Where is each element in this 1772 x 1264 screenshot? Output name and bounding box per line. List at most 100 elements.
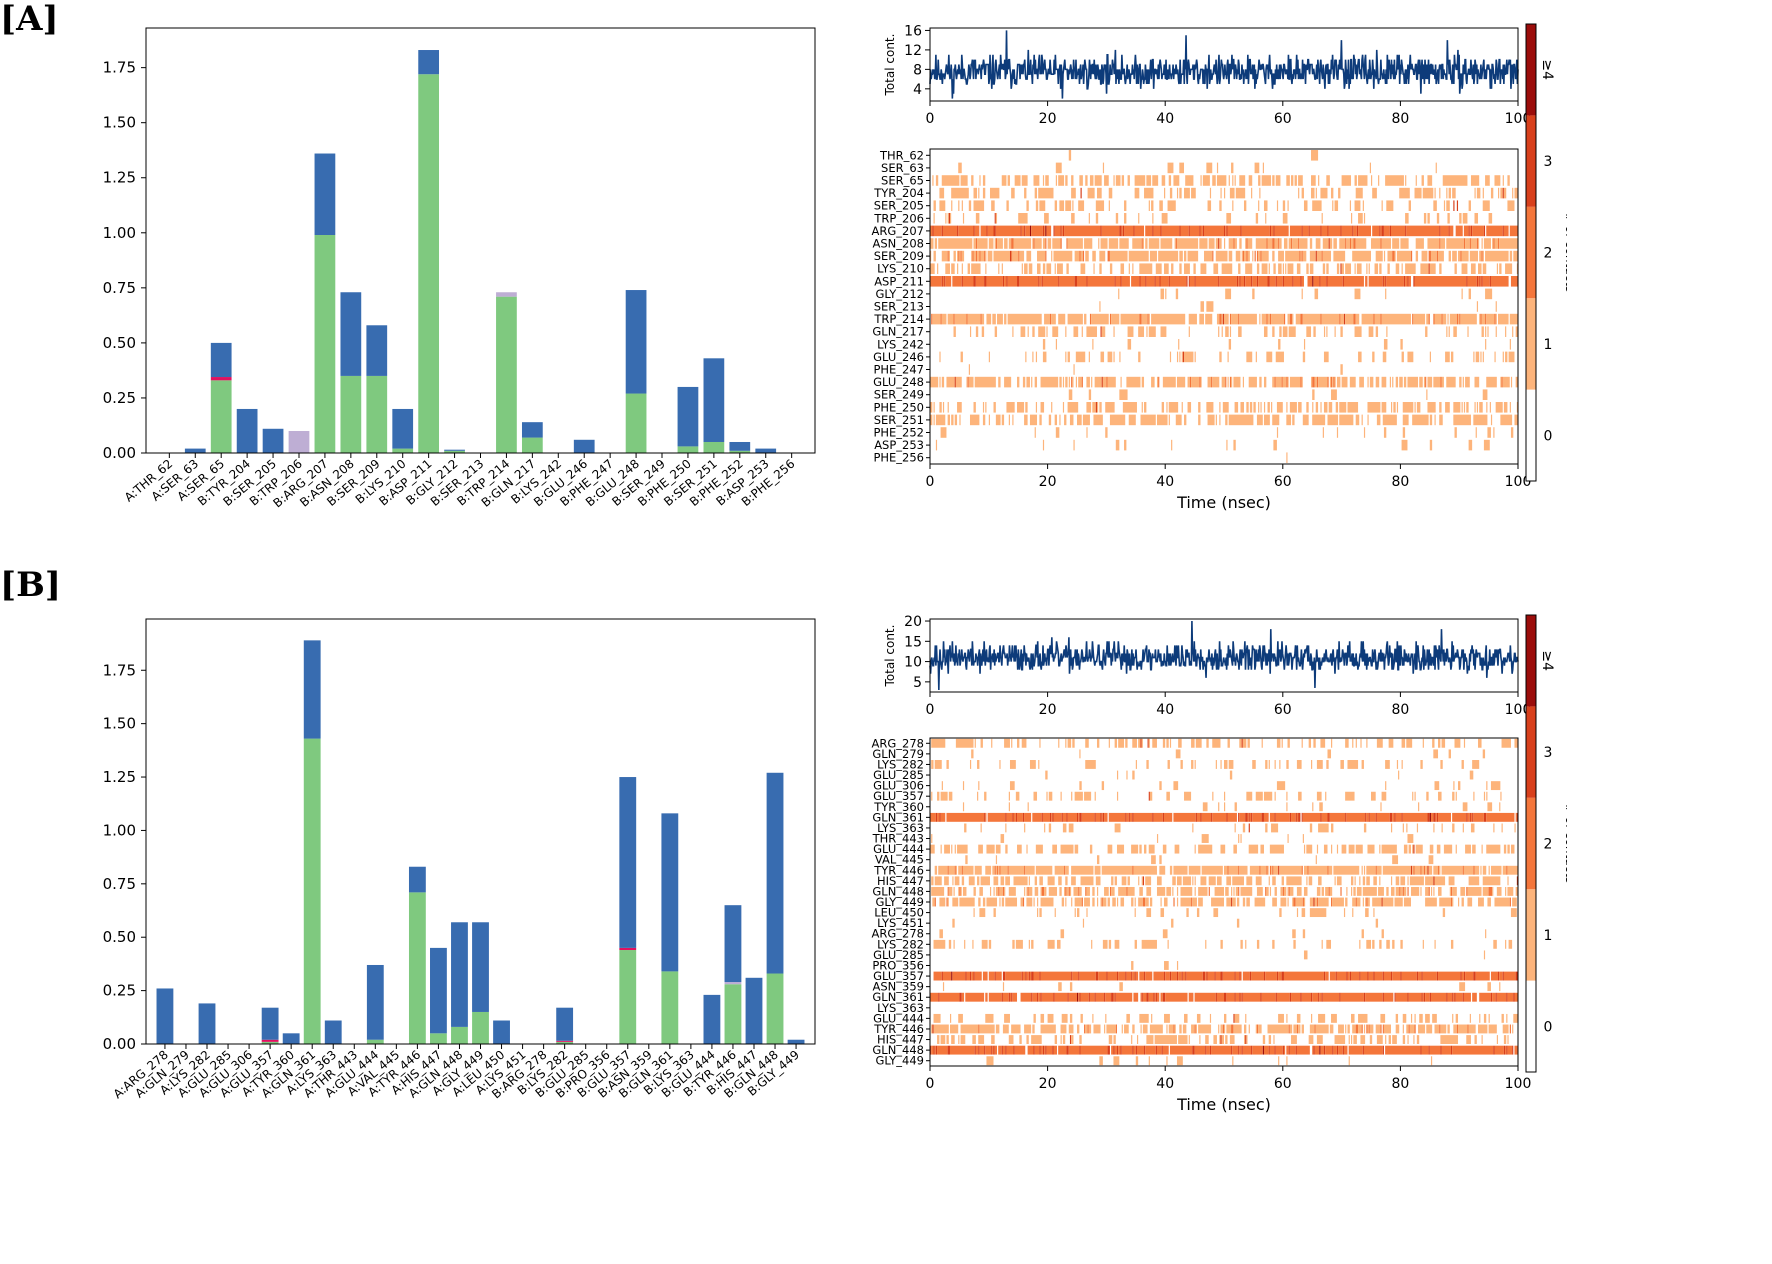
contact-cell <box>1200 175 1202 186</box>
contact-cell <box>1399 187 1410 199</box>
contact-cell <box>1044 823 1046 833</box>
contact-cell <box>1100 812 1102 822</box>
contact-cell <box>1515 886 1518 896</box>
contact-cell <box>1240 225 1242 237</box>
contact-cell <box>1180 886 1193 896</box>
contact-cell <box>1040 971 1072 981</box>
contact-cell <box>1075 376 1077 388</box>
contact-cell <box>1261 313 1267 325</box>
contact-cell <box>1463 865 1474 875</box>
contact-cell <box>1306 263 1309 274</box>
contact-cell <box>1198 886 1208 896</box>
contact-cell <box>1320 313 1322 325</box>
contact-cell <box>1168 402 1179 413</box>
contact-cell <box>1272 865 1274 875</box>
contact-cell <box>1448 326 1450 337</box>
y-tick-label: PRO_356 <box>872 958 924 972</box>
contact-cell <box>1327 749 1332 759</box>
contact-cell <box>933 1013 941 1023</box>
contact-cell <box>1201 865 1223 875</box>
contact-cell <box>1303 897 1306 907</box>
contact-cell <box>1054 1035 1058 1044</box>
contact-cell <box>1418 802 1420 812</box>
contact-cell <box>1024 1024 1032 1034</box>
contact-cell <box>961 276 963 287</box>
contact-cell <box>977 876 980 886</box>
contact-cell <box>951 1035 955 1044</box>
contact-cell <box>954 865 956 875</box>
contact-cell <box>1467 897 1473 907</box>
contact-cell <box>1482 389 1488 400</box>
contact-cell <box>1392 376 1394 388</box>
contact-cell <box>1459 982 1466 992</box>
contact-cell <box>1188 1035 1190 1044</box>
contact-cell <box>1499 263 1502 274</box>
contact-cell <box>1138 897 1143 907</box>
contact-cell <box>1195 276 1219 287</box>
contact-cell <box>1019 276 1039 287</box>
contact-cell <box>1386 939 1390 949</box>
contact-cell <box>1193 263 1196 274</box>
contact-cell <box>1486 313 1495 325</box>
contact-cell <box>1142 897 1146 907</box>
contact-cell <box>1323 971 1326 981</box>
y-tick-label: 8 <box>913 62 922 78</box>
bar-segment-water-bridge <box>451 922 468 1027</box>
contact-cell <box>1005 1045 1007 1055</box>
contact-cell <box>1463 992 1471 1002</box>
contact-cell <box>1134 908 1136 918</box>
contact-cell <box>1194 992 1216 1002</box>
contact-cell <box>1400 339 1403 350</box>
contact-cell <box>1242 971 1250 981</box>
y-tick-label: 4 <box>913 82 922 98</box>
contact-cell <box>1498 238 1500 249</box>
contact-cell <box>1333 1045 1337 1055</box>
contact-cell <box>1362 200 1364 211</box>
contact-cell <box>1228 175 1230 186</box>
contact-cell <box>1225 326 1229 337</box>
contact-cell <box>1262 162 1264 174</box>
contact-cell <box>1169 1045 1193 1055</box>
contact-cell <box>1321 992 1323 1002</box>
contact-cell <box>989 187 1000 199</box>
contact-cell <box>1115 276 1121 287</box>
contact-cell <box>1458 897 1460 907</box>
contact-cell <box>1005 897 1018 907</box>
contact-cell <box>1181 402 1183 413</box>
contact-cell <box>1292 238 1299 249</box>
contact-cell <box>1145 971 1153 981</box>
bar-segment-hbond <box>556 1041 574 1044</box>
contact-cell <box>1402 1035 1406 1044</box>
contact-cell <box>1283 238 1288 249</box>
contact-cell <box>1111 992 1114 1002</box>
contact-cell <box>966 313 968 325</box>
contact-cell <box>1427 213 1430 224</box>
contact-cell <box>1009 760 1016 769</box>
contact-cell <box>1366 876 1370 886</box>
contact-cell <box>1349 971 1352 981</box>
contact-cell <box>1116 791 1119 801</box>
contact-cell <box>1421 1045 1429 1055</box>
contact-cell <box>1416 823 1419 833</box>
contact-cell <box>1058 738 1060 748</box>
contact-cell <box>965 992 985 1002</box>
contact-cell <box>1295 812 1297 822</box>
contact-cell <box>1373 876 1377 886</box>
contact-cell <box>1427 175 1433 186</box>
contact-cell <box>1200 376 1202 388</box>
contact-cell <box>1120 376 1122 388</box>
contact-cell <box>1318 175 1320 186</box>
contact-cell <box>1144 402 1147 413</box>
contact-cell <box>1064 865 1066 875</box>
contact-cell <box>1065 876 1068 886</box>
contact-cell <box>1286 376 1288 388</box>
contact-cell <box>1313 326 1316 337</box>
contact-cell <box>1239 276 1241 287</box>
contact-cell <box>1156 876 1162 886</box>
contact-cell <box>1164 263 1169 274</box>
contact-cell <box>1283 276 1293 287</box>
contact-cell <box>1127 886 1135 896</box>
contact-cell <box>1349 238 1352 249</box>
contact-cell <box>1289 376 1301 388</box>
contact-cell <box>1386 886 1389 896</box>
